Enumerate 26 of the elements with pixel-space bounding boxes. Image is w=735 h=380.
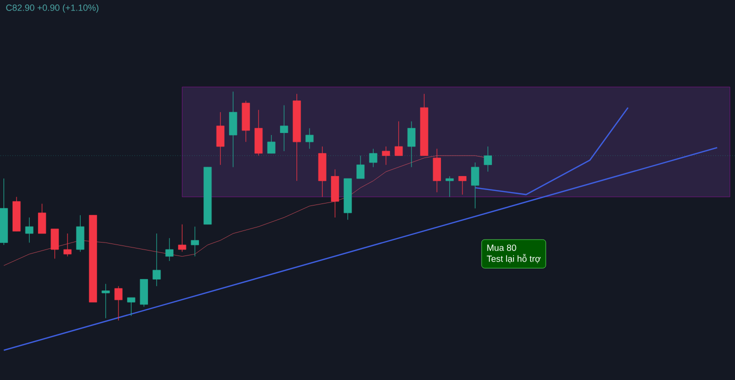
annotation: Test lại hỗ trợ <box>486 254 541 264</box>
candlestick <box>63 233 72 257</box>
candlestick <box>50 228 59 259</box>
candlestick <box>190 226 199 257</box>
candlestick <box>458 176 466 195</box>
candlestick <box>446 176 454 198</box>
candlestick <box>38 203 46 234</box>
candlestick <box>382 146 390 166</box>
candlestick <box>102 284 110 318</box>
candlestick <box>216 112 224 166</box>
candlestick <box>267 134 276 154</box>
candlestick <box>356 155 365 179</box>
candlestick <box>432 148 441 193</box>
candlestick <box>394 121 403 156</box>
candlestick <box>280 105 288 152</box>
candlestick <box>114 286 122 321</box>
candlestick <box>25 217 34 243</box>
candlestick <box>165 238 174 262</box>
candlestick <box>127 297 136 316</box>
chart-title: C82.90 +0.90 (+1.10%) <box>6 4 98 13</box>
candlestick <box>76 214 84 252</box>
candlestick <box>178 224 186 252</box>
candlestick <box>471 162 480 209</box>
candlestick <box>152 233 161 286</box>
annotation: Mua 80 <box>487 244 516 251</box>
candlestick <box>306 128 314 150</box>
